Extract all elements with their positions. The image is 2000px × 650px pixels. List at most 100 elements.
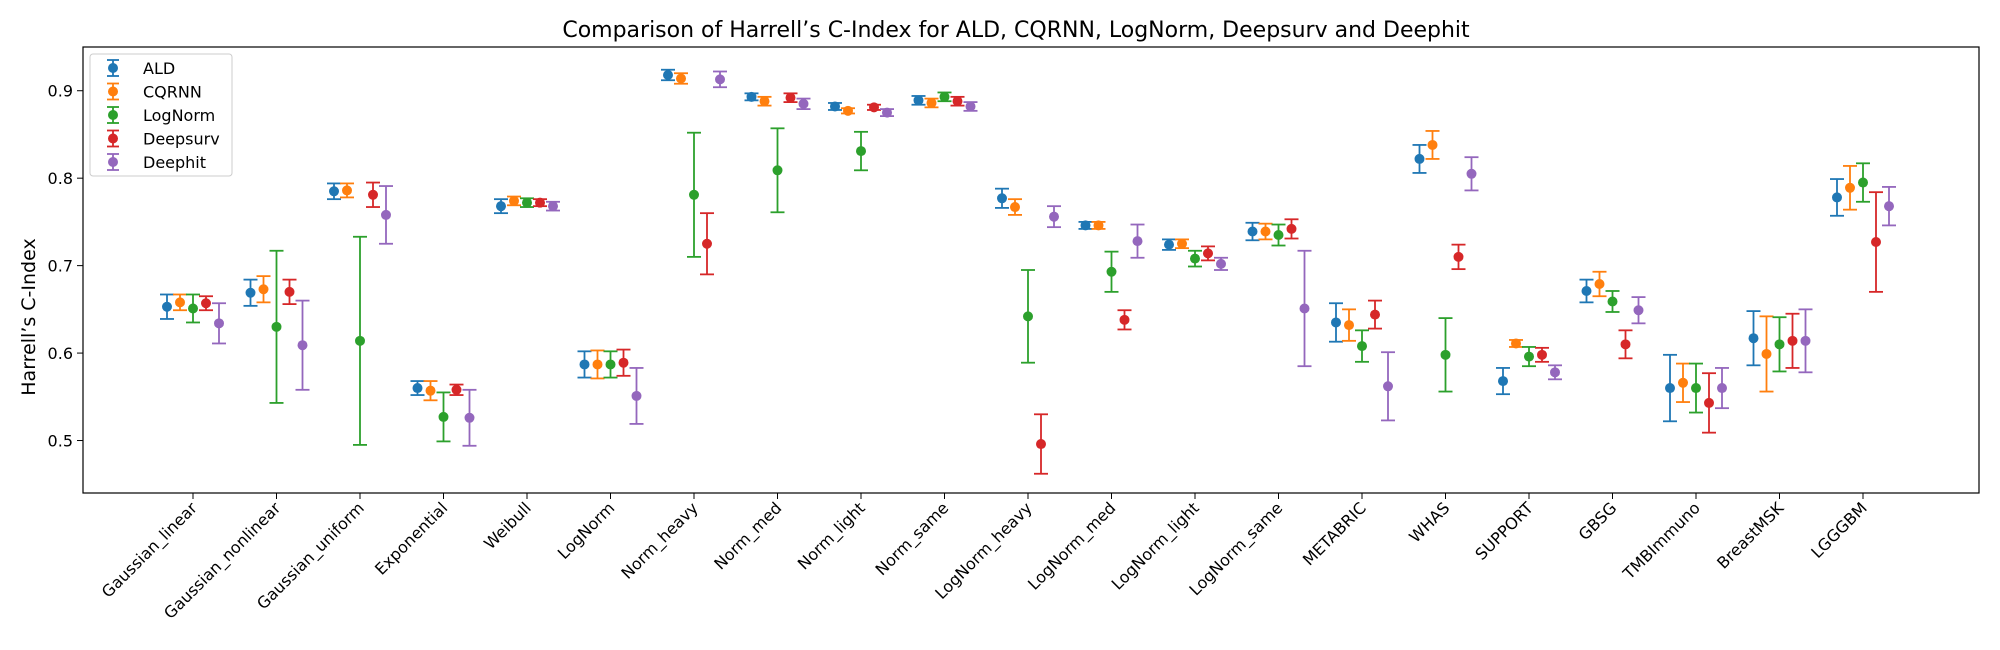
- data-point: [856, 146, 866, 157]
- data-point: [329, 186, 339, 197]
- x-tick-label: LGGGBM: [1807, 498, 1871, 562]
- data-point: [464, 412, 475, 423]
- data-point: [715, 74, 725, 85]
- data-point: [592, 359, 603, 370]
- x-tick-label: GBSG: [1575, 498, 1621, 544]
- data-point: [1607, 296, 1618, 307]
- data-point: [759, 96, 770, 107]
- data-point: [1203, 248, 1213, 259]
- x-tick-label: SUPPORT: [1471, 498, 1537, 564]
- data-point: [1691, 383, 1701, 394]
- data-point: [1080, 220, 1091, 231]
- data-point: [451, 384, 462, 395]
- data-point: [952, 96, 963, 107]
- legend-marker: [108, 86, 118, 97]
- legend: ALD CQRNN LogNorm Deepsurv Deephit: [89, 53, 233, 177]
- data-point: [1023, 311, 1033, 322]
- x-tick-label: Norm_same: [872, 498, 953, 579]
- series-deepsurv: [199, 92, 1883, 475]
- series-deephit: [212, 70, 1896, 447]
- data-point: [1344, 320, 1354, 331]
- x-tick-label: WHAS: [1405, 498, 1453, 546]
- plot-frame: [82, 46, 1980, 494]
- data-point: [869, 102, 879, 113]
- data-point: [342, 185, 352, 196]
- legend-label: CQRNN: [143, 83, 202, 102]
- data-point: [618, 357, 629, 368]
- data-point: [355, 335, 365, 346]
- data-point: [689, 189, 699, 200]
- data-point: [1524, 351, 1534, 362]
- data-point: [496, 201, 506, 212]
- data-point: [368, 189, 378, 200]
- data-point: [913, 95, 924, 106]
- data-point: [1550, 367, 1560, 378]
- legend-marker: [108, 63, 118, 73]
- data-point: [1383, 381, 1393, 392]
- x-tick-label: LogNorm: [554, 498, 619, 563]
- data-point: [1800, 335, 1811, 346]
- data-point: [882, 107, 892, 118]
- data-point: [1748, 333, 1759, 344]
- data-point: [1010, 202, 1020, 213]
- data-point: [1440, 349, 1451, 360]
- legend-label: Deepsurv: [143, 130, 220, 149]
- data-point: [509, 195, 519, 206]
- data-point: [245, 287, 256, 298]
- data-point: [939, 91, 950, 102]
- data-point: [1357, 341, 1367, 352]
- x-tick-label: LogNorm_med: [1024, 498, 1120, 594]
- data-point: [1036, 439, 1046, 450]
- data-point: [1717, 383, 1727, 394]
- data-point: [926, 97, 937, 108]
- x-tick-label: Weibull: [480, 498, 535, 553]
- y-tick-label: 0.7: [48, 257, 73, 276]
- data-point: [381, 209, 391, 220]
- data-point: [1665, 383, 1675, 394]
- data-point: [746, 91, 757, 102]
- series-lognorm: [186, 91, 1870, 446]
- data-point: [1331, 317, 1341, 328]
- data-point: [175, 297, 185, 308]
- data-point: [1832, 192, 1842, 203]
- y-tick-label: 0.5: [48, 432, 73, 451]
- data-point: [535, 197, 545, 208]
- data-point: [425, 385, 436, 396]
- data-point: [1787, 335, 1798, 346]
- x-tick-label: TMBImmuno: [1619, 498, 1704, 583]
- legend-box: [89, 53, 233, 177]
- plot-area: 0.50.60.70.80.9Gaussian_linearGaussian_n…: [48, 68, 1896, 623]
- data-point: [188, 303, 198, 314]
- data-point: [1414, 153, 1425, 164]
- data-point: [1093, 220, 1104, 231]
- y-tick-label: 0.8: [48, 169, 73, 188]
- data-point: [1370, 309, 1380, 320]
- series-ald: [160, 68, 1844, 423]
- data-point: [1498, 376, 1508, 387]
- data-point: [1119, 314, 1130, 325]
- legend-label: ALD: [143, 59, 175, 78]
- data-point: [702, 238, 712, 249]
- data-point: [201, 298, 211, 309]
- data-point: [1581, 285, 1592, 296]
- legend-label: LogNorm: [143, 106, 215, 125]
- x-tick-label: Norm_med: [710, 498, 786, 574]
- data-point: [1216, 258, 1226, 269]
- data-point: [1884, 201, 1894, 212]
- data-point: [1633, 305, 1644, 316]
- x-tick-label: METABRIC: [1299, 498, 1370, 569]
- data-point: [214, 318, 224, 329]
- data-point: [1260, 226, 1271, 237]
- data-point: [1620, 339, 1631, 350]
- legend-marker: [108, 157, 118, 167]
- data-point: [1273, 230, 1284, 241]
- legend-label: Deephit: [143, 153, 206, 172]
- data-point: [297, 340, 308, 351]
- data-point: [1164, 239, 1174, 250]
- data-point: [1299, 303, 1310, 314]
- data-point: [1247, 226, 1258, 237]
- data-point: [1678, 377, 1688, 388]
- x-tick-label: Exponential: [371, 498, 451, 578]
- x-tick-label: LogNorm_light: [1108, 498, 1204, 594]
